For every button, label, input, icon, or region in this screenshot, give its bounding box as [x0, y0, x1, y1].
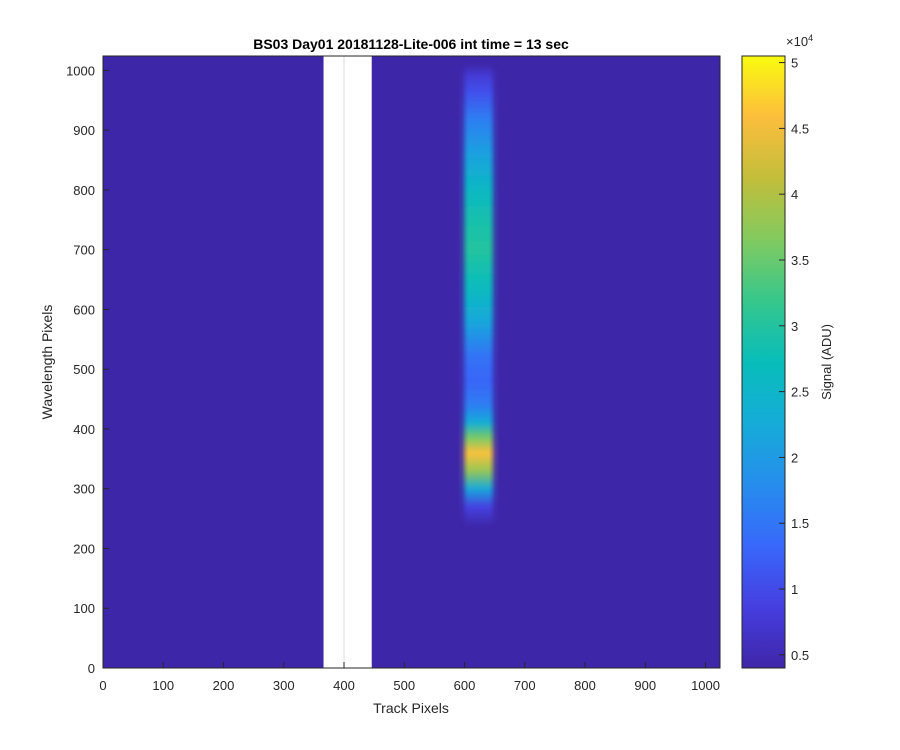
y-tick-label: 400	[73, 422, 95, 437]
x-tick-label: 100	[152, 678, 174, 693]
y-tick-label: 1000	[66, 63, 95, 78]
x-tick-label: 400	[333, 678, 355, 693]
colorbar-tick-label: 2.5	[791, 385, 809, 400]
colorbar-tick-label: 3.5	[791, 253, 809, 268]
x-axis-label: Track Pixels	[373, 700, 449, 716]
chart-title: BS03 Day01 20181128-Lite-006 int time = …	[253, 36, 569, 52]
x-axis-ticks: 0 100 200 300 400 500 600 700 800 900 1000	[99, 662, 720, 693]
colorbar-scale	[741, 55, 786, 669]
y-tick-label: 600	[73, 302, 95, 317]
y-tick-label: 200	[73, 541, 95, 556]
masked-column-region	[323, 56, 372, 668]
x-tick-label: 600	[454, 678, 476, 693]
colorbar-exponent-base: ×10	[786, 34, 808, 49]
colorbar-tick-label: 2	[791, 450, 798, 465]
colorbar-tick-label: 1	[791, 582, 798, 597]
y-tick-label: 900	[73, 123, 95, 138]
colorbar-ticks: 0.5 1 1.5 2 2.5 3 3.5 4 4.5 5	[779, 56, 809, 663]
x-tick-label: 300	[273, 678, 295, 693]
y-tick-label: 100	[73, 601, 95, 616]
colorbar-tick-label: 4	[791, 187, 798, 202]
colorbar-exponent-power: 4	[808, 33, 813, 43]
y-tick-label: 700	[73, 243, 95, 258]
x-tick-label: 500	[393, 678, 415, 693]
x-tick-label: 700	[514, 678, 536, 693]
colorbar-exponent: ×104	[786, 33, 813, 49]
colorbar-label: Signal (ADU)	[819, 324, 834, 400]
axes-box	[102, 55, 721, 669]
colorbar: 0.511.522.533.544.55 ×104 Signal (ADU)	[741, 33, 834, 669]
y-tick-label: 300	[73, 482, 95, 497]
heatmap-background	[103, 56, 720, 668]
x-tick-label: 800	[574, 678, 596, 693]
colorbar-tick-label: 3	[791, 319, 798, 334]
colorbar-tick-label: 1.5	[791, 516, 809, 531]
colorbar-tick-label: 0.5	[791, 648, 809, 663]
x-tick-label: 200	[213, 678, 235, 693]
x-tick-label: 0	[99, 678, 106, 693]
y-axis-ticks: 0 100 200 300 400 500 600 700 800 900 1000	[66, 63, 109, 676]
illumination-spot-edge	[460, 65, 497, 525]
y-tick-label: 500	[73, 362, 95, 377]
colorbar-tick-label: 5	[791, 56, 798, 71]
y-tick-label: 0	[88, 661, 95, 676]
x-tick-label: 1000	[691, 678, 720, 693]
y-tick-label: 800	[73, 183, 95, 198]
x-tick-label: 900	[634, 678, 656, 693]
y-axis-label: Wavelength Pixels	[39, 305, 55, 420]
plot-area	[103, 56, 720, 668]
colorbar-tick-label: 4.5	[791, 121, 809, 136]
